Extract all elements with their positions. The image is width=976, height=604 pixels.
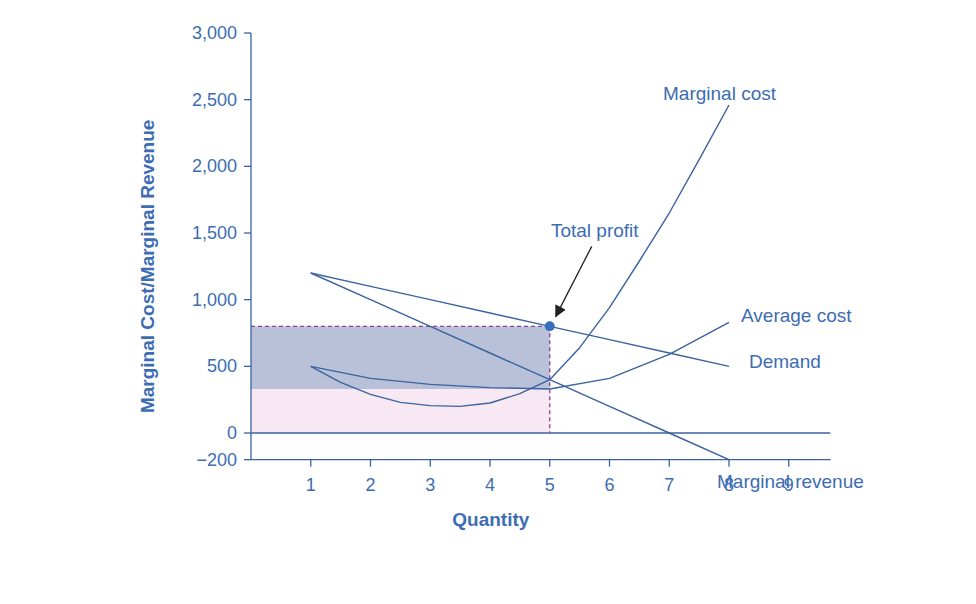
x-tick-label: 7 xyxy=(664,475,674,495)
series-line xyxy=(311,322,729,389)
x-tick xyxy=(549,460,550,467)
annotation: Total profit xyxy=(551,220,639,241)
series-label: Demand xyxy=(749,351,821,372)
y-tick-label: 1,500 xyxy=(192,223,237,243)
profit-point xyxy=(545,321,555,331)
x-tick-label: 6 xyxy=(604,475,614,495)
x-tick xyxy=(370,460,371,467)
x-tick-label: 5 xyxy=(545,475,555,495)
x-tick xyxy=(310,460,311,467)
x-tick-label: 3 xyxy=(425,475,435,495)
x-tick-label: 4 xyxy=(485,475,495,495)
series-label: Average cost xyxy=(741,305,852,326)
x-tick-label: 2 xyxy=(365,475,375,495)
y-tick xyxy=(244,32,251,33)
x-tick xyxy=(669,460,670,467)
plot-area xyxy=(251,105,831,460)
y-tick xyxy=(244,459,251,460)
x-tick xyxy=(788,460,789,467)
y-axis-title: Marginal Cost/Marginal Revenue xyxy=(137,120,158,414)
y-tick-label: 2,500 xyxy=(192,90,237,110)
x-tick xyxy=(430,460,431,467)
y-tick-label: 1,000 xyxy=(192,290,237,310)
series-line xyxy=(311,273,729,460)
x-axis xyxy=(251,459,831,460)
price-guide xyxy=(251,326,550,327)
x-tick xyxy=(609,460,610,467)
series-label: Marginal revenue xyxy=(717,471,864,492)
y-tick-label: 500 xyxy=(207,356,237,376)
series-line xyxy=(311,105,729,406)
y-axis xyxy=(250,33,251,460)
y-tick-label: 3,000 xyxy=(192,23,237,43)
cost-area xyxy=(251,389,550,433)
series-label: Marginal cost xyxy=(663,83,777,104)
profit-area xyxy=(251,326,550,389)
y-tick-label: 2,000 xyxy=(192,156,237,176)
y-tick xyxy=(244,232,251,233)
zero-line xyxy=(251,432,831,433)
y-tick xyxy=(244,99,251,100)
x-tick-label: 1 xyxy=(306,475,316,495)
series-line xyxy=(311,273,729,366)
y-tick xyxy=(244,299,251,300)
x-axis-title: Quantity xyxy=(452,509,529,530)
x-tick xyxy=(489,460,490,467)
y-tick xyxy=(244,432,251,433)
y-tick-label: −200 xyxy=(196,450,237,470)
y-tick xyxy=(244,366,251,367)
annotation-arrow xyxy=(556,246,592,316)
y-tick xyxy=(244,166,251,167)
chart: −200 0 500 1,000 1,500 2,000 2,500 3,000 1 2 3 4 5 6 7… xyxy=(0,0,976,604)
y-tick-label: 0 xyxy=(227,423,237,443)
x-tick xyxy=(728,460,729,467)
